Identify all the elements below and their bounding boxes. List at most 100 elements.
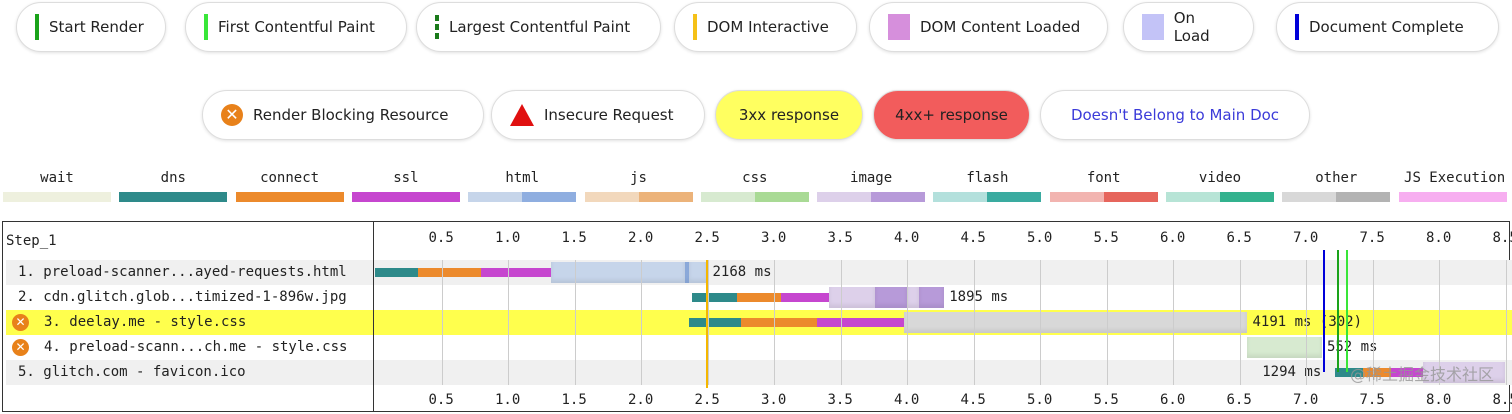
flag-label: 4xx+ response (895, 106, 1008, 124)
milestone-4: DOM Content Loaded (869, 2, 1108, 52)
bar-segment-connect (417, 268, 482, 277)
gridline (1306, 260, 1307, 385)
tick-label-bottom: 4.0 (894, 392, 920, 408)
legend-label: wait (40, 170, 74, 186)
bar-segment-image-b (875, 287, 907, 308)
bar-segment-connect (740, 318, 817, 327)
render-blocking-icon: ✕ (221, 104, 243, 126)
gridline (574, 260, 576, 385)
tick-label-top: 2.5 (694, 230, 720, 246)
tick-label-bottom: 8.5 (1492, 392, 1512, 408)
tick-label-top: 8.5 (1492, 230, 1512, 246)
tick-label-bottom: 2.0 (628, 392, 654, 408)
flag-2: 3xx response (715, 90, 863, 140)
milestone-label: Start Render (49, 18, 144, 36)
milestone-1: First Contentful Paint (185, 2, 407, 52)
tick-label-bottom: 3.0 (761, 392, 787, 408)
content-type-legend: wait dns connect ssl html js css image flash font… (0, 170, 1512, 215)
legend-swatch (584, 192, 693, 202)
gridline (1439, 260, 1440, 385)
swatch (693, 14, 697, 40)
request-row[interactable]: ✕ 4. preload-scann...ch.me - style.css 552… (6, 335, 1512, 360)
legend-label: html (505, 170, 540, 186)
tick-label-top: 7.0 (1293, 230, 1319, 246)
legend-swatch (468, 192, 577, 202)
milestone-label: Document Complete (1309, 18, 1464, 36)
dom-content-loaded-swatch (888, 14, 910, 40)
gridline (641, 260, 642, 385)
request-row[interactable]: 5. glitch.com - favicon.ico 1294 ms (6, 360, 1512, 385)
milestone-5: On Load (1123, 2, 1254, 52)
tick-label-bottom: 7.0 (1293, 392, 1319, 408)
waterfall-chart: Step_1 1. preload-scanner...ayed-requests… (2, 221, 1512, 412)
tick-label-top: 6.0 (1160, 230, 1186, 246)
bar-segment-image-a (828, 287, 876, 308)
swatch (1295, 14, 1299, 40)
legend-ssl: ssl (351, 170, 460, 202)
legend-video: video (1166, 170, 1274, 202)
milestone-2: Largest Contentful Paint (416, 2, 661, 52)
flag-label: Doesn't Belong to Main Doc (1070, 106, 1280, 124)
legend-label: js (630, 170, 647, 186)
legend-flash: flash (933, 170, 1042, 202)
tick-label-bottom: 5.0 (1027, 392, 1053, 408)
tick-label-top: 1.0 (495, 230, 521, 246)
bar-segment-image-b (918, 287, 945, 308)
flag-label: 3xx response (738, 106, 840, 124)
gridline (1239, 260, 1241, 385)
legend-label: css (742, 170, 768, 186)
label-divider (373, 221, 374, 412)
gridline (840, 260, 842, 385)
tick-label-bottom: 3.5 (827, 392, 853, 408)
request-label[interactable]: 1. preload-scanner...ayed-requests.html (18, 264, 347, 280)
milestone-label: Largest Contentful Paint (449, 18, 631, 36)
bar-segment-connect (1363, 368, 1392, 377)
bar-segment-html-b (684, 262, 689, 283)
request-row[interactable]: 1. preload-scanner...ayed-requests.html 2… (6, 260, 1512, 285)
document-complete-marker (1323, 250, 1326, 372)
request-label[interactable]: 3. deelay.me - style.css (44, 314, 247, 330)
legend-label: video (1198, 170, 1242, 186)
tick-label-top: 4.0 (894, 230, 920, 246)
tick-label-bottom: 5.5 (1093, 392, 1119, 408)
request-duration: 4191 ms (302) (1252, 314, 1363, 330)
legend-label: connect (260, 170, 320, 186)
gridline (1372, 260, 1374, 385)
render-blocking-icon: ✕ (12, 314, 29, 331)
legend-swatch (933, 192, 1042, 202)
tick-label-top: 4.5 (960, 230, 986, 246)
legend-dns: dns (119, 170, 228, 202)
legend-swatch (1166, 192, 1274, 202)
swatch (204, 14, 208, 40)
milestone-6: Document Complete (1276, 2, 1499, 52)
tick-label-top: 1.5 (561, 230, 587, 246)
tick-label-bottom: 2.5 (694, 392, 720, 408)
request-label[interactable]: 2. cdn.glitch.glob...timized-1-896w.jpg (18, 289, 347, 305)
tick-label-top: 2.0 (628, 230, 654, 246)
legend-js-execution: JS Execution (1398, 170, 1511, 202)
request-row[interactable]: ✕ 3. deelay.me - style.css 4191 ms (302) (6, 310, 1512, 335)
request-duration: 552 ms (1326, 339, 1378, 355)
bar-segment-image-a (907, 287, 919, 308)
milestone-label: On Load (1173, 9, 1210, 45)
request-duration: 1294 ms (1262, 364, 1322, 380)
warning-icon (510, 104, 534, 126)
bar-segment-image-a (1423, 362, 1506, 383)
tick-label-top: 5.0 (1027, 230, 1053, 246)
gridline (774, 260, 775, 385)
gridline (508, 260, 509, 385)
request-label[interactable]: 5. glitch.com - favicon.ico (18, 364, 246, 380)
milestone-0: Start Render (16, 2, 166, 52)
gridline (973, 260, 975, 385)
dom-interactive-marker (706, 260, 709, 388)
bar-segment-dns (1335, 368, 1364, 377)
request-label[interactable]: 4. preload-scann...ch.me - style.css (44, 339, 348, 355)
legend-swatch (700, 192, 809, 202)
milestone-label: DOM Content Loaded (920, 18, 1081, 36)
tick-label-top: 8.0 (1426, 230, 1452, 246)
bar-segment-other-a (904, 312, 1248, 333)
request-row[interactable]: 2. cdn.glitch.glob...timized-1-896w.jpg 1… (6, 285, 1512, 310)
flag-4: Doesn't Belong to Main Doc (1040, 90, 1310, 140)
legend-swatch (3, 192, 111, 202)
gridline (441, 260, 443, 385)
